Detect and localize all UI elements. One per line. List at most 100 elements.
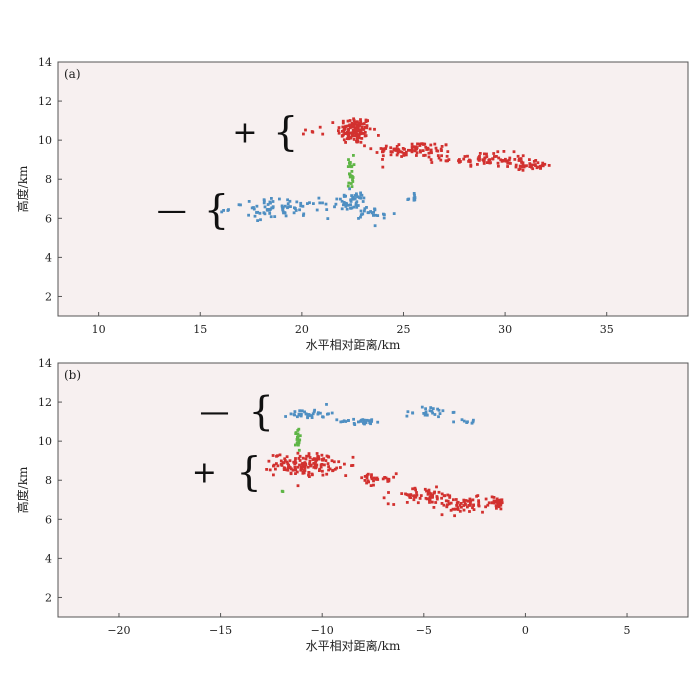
data-point bbox=[363, 207, 367, 211]
data-point bbox=[413, 193, 416, 197]
data-point bbox=[444, 499, 448, 503]
data-point bbox=[296, 441, 299, 444]
data-point bbox=[296, 432, 300, 436]
data-point bbox=[271, 454, 275, 457]
data-point bbox=[275, 454, 278, 458]
data-point bbox=[431, 495, 434, 499]
data-point bbox=[370, 473, 373, 477]
data-point bbox=[412, 192, 416, 195]
data-point bbox=[237, 203, 241, 207]
data-point bbox=[394, 472, 398, 476]
data-point bbox=[355, 205, 359, 209]
data-point bbox=[362, 128, 366, 131]
data-point bbox=[492, 501, 496, 505]
data-point bbox=[353, 197, 357, 200]
data-point bbox=[381, 165, 385, 169]
data-point bbox=[543, 162, 547, 166]
data-point bbox=[253, 214, 257, 218]
data-point bbox=[296, 415, 299, 419]
data-point bbox=[492, 152, 496, 155]
data-point bbox=[437, 490, 441, 494]
data-point bbox=[281, 209, 285, 213]
data-point bbox=[490, 495, 494, 499]
data-point bbox=[320, 463, 324, 466]
data-point bbox=[418, 497, 422, 500]
data-point bbox=[299, 414, 303, 418]
data-point bbox=[366, 472, 370, 476]
data-point bbox=[370, 420, 373, 423]
data-point bbox=[355, 129, 359, 133]
data-point bbox=[406, 410, 410, 414]
data-point bbox=[355, 133, 359, 137]
data-point bbox=[495, 155, 498, 158]
data-point bbox=[303, 466, 307, 470]
data-point bbox=[348, 162, 352, 166]
data-point bbox=[471, 420, 475, 424]
data-point bbox=[539, 164, 542, 168]
data-point bbox=[266, 208, 270, 211]
data-point bbox=[314, 466, 317, 470]
data-point bbox=[305, 454, 308, 458]
data-point bbox=[407, 197, 411, 201]
data-point bbox=[404, 150, 408, 154]
data-point bbox=[422, 412, 426, 415]
data-point bbox=[359, 419, 363, 423]
data-point bbox=[292, 413, 296, 416]
data-point bbox=[469, 163, 473, 167]
data-point bbox=[425, 489, 428, 493]
brace-symbol: { bbox=[273, 109, 298, 155]
data-point bbox=[405, 501, 409, 504]
data-point bbox=[391, 150, 394, 154]
data-point bbox=[278, 453, 282, 457]
data-point bbox=[293, 467, 297, 471]
data-point bbox=[343, 131, 346, 135]
data-point bbox=[492, 496, 496, 499]
data-point bbox=[421, 149, 425, 152]
data-point bbox=[296, 437, 300, 440]
data-point bbox=[419, 150, 422, 154]
data-point bbox=[352, 417, 355, 421]
data-point bbox=[446, 493, 450, 497]
data-point bbox=[289, 412, 293, 416]
data-point bbox=[351, 122, 355, 126]
data-point bbox=[285, 455, 289, 459]
data-point bbox=[359, 129, 363, 132]
data-point bbox=[463, 155, 467, 158]
data-point bbox=[449, 508, 453, 512]
data-point bbox=[396, 149, 400, 153]
data-point bbox=[368, 420, 372, 424]
data-point bbox=[507, 158, 511, 162]
data-point bbox=[409, 493, 413, 496]
data-point bbox=[401, 147, 405, 150]
x-axis-label: 水平相对距离/km bbox=[306, 337, 401, 352]
data-point bbox=[350, 194, 353, 197]
data-point bbox=[352, 138, 356, 141]
data-point bbox=[256, 210, 260, 214]
data-point bbox=[358, 196, 361, 200]
data-point bbox=[321, 469, 324, 473]
data-point bbox=[377, 134, 380, 137]
data-point bbox=[530, 163, 534, 167]
data-point bbox=[359, 132, 363, 136]
data-point bbox=[376, 420, 380, 424]
data-point bbox=[482, 159, 486, 163]
data-point bbox=[434, 501, 438, 504]
data-point bbox=[468, 160, 472, 164]
data-point bbox=[282, 461, 286, 465]
data-point bbox=[438, 412, 442, 415]
data-point bbox=[298, 208, 301, 212]
data-point bbox=[467, 503, 471, 507]
data-point bbox=[286, 202, 290, 206]
data-point bbox=[459, 160, 462, 163]
data-point bbox=[297, 457, 301, 460]
data-point bbox=[506, 161, 510, 165]
data-point bbox=[342, 201, 346, 204]
data-point bbox=[412, 145, 416, 149]
data-point bbox=[272, 464, 275, 468]
data-point bbox=[389, 153, 393, 157]
data-point bbox=[307, 454, 311, 458]
data-point bbox=[359, 140, 363, 144]
data-point bbox=[357, 217, 360, 220]
data-point bbox=[528, 158, 531, 161]
data-point bbox=[440, 513, 444, 517]
